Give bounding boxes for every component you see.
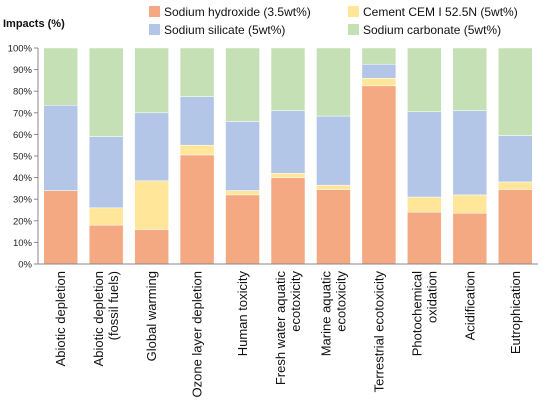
x-axis: Abiotic depletion Abiotic depletion (fossi… (38, 263, 538, 397)
bar-segment (361, 47, 397, 65)
bar-segment (179, 144, 215, 156)
bars (43, 47, 533, 265)
bar-segment (452, 194, 488, 214)
y-axis: 0% 10% 20% 30% 40% 50% 60% 70% 80% 90% 100% (8, 44, 39, 271)
y-tick-label: 40% (13, 173, 33, 184)
bar-segment (452, 47, 488, 111)
legend-swatch (348, 6, 359, 17)
bar-segment (88, 136, 124, 209)
y-tick-label: 70% (13, 108, 33, 119)
y-tick-label: 10% (13, 238, 33, 249)
bar-segment (452, 110, 488, 196)
bar-segment (225, 121, 260, 191)
x-category-label: Terrestrial ecotoxicity (371, 271, 386, 393)
x-category-label: Human toxicity (235, 271, 250, 357)
x-category-label: (fossil fuels) (106, 271, 121, 340)
legend-label: Cement CEM I 52.5N (5wt%) (363, 5, 518, 19)
bar-segment (407, 111, 442, 198)
y-axis-label: Impacts (%) (3, 18, 65, 30)
bar-segment (270, 110, 306, 174)
x-category-label: Abiotic depletion (53, 271, 68, 366)
legend-label: Sodium hydroxide (3.5wt%) (164, 5, 311, 19)
bar-segment (43, 104, 78, 191)
y-tick-label: 80% (13, 87, 33, 98)
bar-segment (452, 212, 488, 265)
bar-segment (43, 47, 78, 106)
bar-segment (134, 180, 169, 230)
legend-swatch (149, 24, 160, 35)
bar-segment (407, 211, 442, 265)
bar-segment (361, 63, 397, 79)
y-tick-label: 90% (13, 65, 33, 76)
bar-segment (498, 181, 533, 190)
bar-segment (270, 177, 306, 265)
bar-segment (498, 189, 533, 265)
bar-segment (88, 207, 124, 226)
bar-segment (43, 190, 78, 265)
legend-label: Sodium carbonate (5wt%) (363, 23, 501, 37)
bar-segment (225, 47, 260, 122)
y-tick-label: 30% (13, 195, 33, 206)
x-category-label: Eutrophication (508, 271, 523, 354)
y-tick-label: 20% (13, 216, 33, 227)
bar-segment (179, 96, 215, 146)
bar-segment (225, 194, 260, 265)
bar-segment (179, 47, 215, 97)
x-category-label: Global warming (144, 271, 159, 361)
y-tick-label: 100% (8, 44, 33, 55)
bar-segment (134, 47, 169, 114)
bar-segment (88, 47, 124, 137)
bar-segment (316, 189, 351, 265)
bar-segment (407, 196, 442, 213)
bar-segment (134, 229, 169, 265)
bar-segment (361, 85, 397, 265)
y-tick-label: 60% (13, 130, 33, 141)
x-category-label: Ozone layer depletion (190, 271, 205, 397)
x-category-label: Fresh water aquatic (273, 271, 288, 386)
legend-label: Sodium silicate (5wt%) (164, 23, 285, 37)
bar-segment (270, 173, 306, 178)
bar-segment (134, 112, 169, 182)
x-category-label: ecotoxicity (288, 271, 303, 332)
x-category-label: Marine aquatic (318, 271, 333, 357)
y-tick-label: 0% (18, 260, 32, 271)
legend-swatch (348, 24, 359, 35)
bar-segment (498, 47, 533, 136)
x-category-label: Photochemical (409, 271, 424, 356)
bar-segment (270, 47, 306, 111)
bar-segment (361, 77, 397, 87)
legend: Sodium hydroxide (3.5wt%) Cement CEM I 52… (149, 5, 518, 37)
bar-segment (316, 115, 351, 186)
x-category-label: Acidification (462, 271, 477, 340)
bar-segment (316, 184, 351, 190)
x-category-label: oxidation (424, 271, 439, 323)
x-category-label: ecotoxicity (333, 271, 348, 332)
bar-segment (179, 154, 215, 265)
bar-segment (316, 47, 351, 117)
bar-segment (88, 224, 124, 265)
y-tick-label: 50% (13, 152, 33, 163)
bar-segment (407, 47, 442, 112)
legend-swatch (149, 6, 160, 17)
bar-segment (225, 190, 260, 196)
bar-segment (498, 135, 533, 183)
x-category-label: Abiotic depletion (91, 271, 106, 366)
